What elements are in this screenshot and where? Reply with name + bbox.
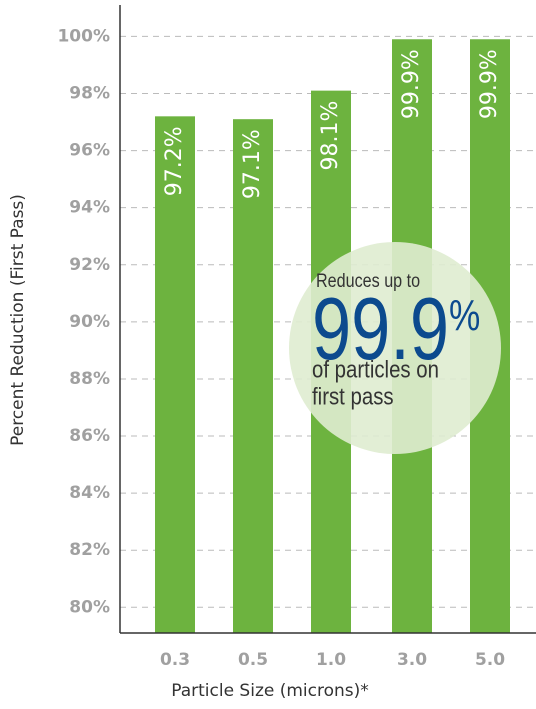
y-tick-label: 98% <box>69 83 110 103</box>
callout-intro: Reduces up to <box>316 270 420 292</box>
callout-line: of particles on <box>312 356 439 383</box>
y-tick-label: 80% <box>69 597 110 617</box>
x-tick-label: 0.3 <box>160 650 190 670</box>
x-tick-label: 3.0 <box>397 650 427 670</box>
value-label: 99.9% <box>477 49 502 119</box>
value-label: 97.1% <box>240 129 265 199</box>
value-label: 99.9% <box>399 49 424 119</box>
bar <box>155 116 195 633</box>
y-tick-label: 86% <box>69 426 110 446</box>
bar <box>233 119 273 633</box>
y-tick-label: 88% <box>69 369 110 389</box>
callout-value: 99.9 <box>312 280 449 378</box>
callout-circle <box>289 242 501 454</box>
value-label: 98.1% <box>318 101 343 171</box>
y-tick-label: 100% <box>57 26 110 46</box>
x-tick-label: 1.0 <box>316 650 346 670</box>
y-tick-label: 82% <box>69 540 110 560</box>
x-axis-title: Particle Size (microns)* <box>171 681 369 701</box>
y-tick-label: 92% <box>69 255 110 275</box>
y-tick-label: 90% <box>69 312 110 332</box>
x-tick-label: 5.0 <box>475 650 505 670</box>
y-tick-label: 96% <box>69 141 110 161</box>
callout-line: first pass <box>312 383 394 410</box>
value-label: 97.2% <box>162 126 187 196</box>
y-axis-title: Percent Reduction (First Pass) <box>8 194 28 446</box>
callout-highlight: 99.9% <box>312 280 480 378</box>
y-tick-label: 84% <box>69 483 110 503</box>
x-tick-label: 0.5 <box>238 650 268 670</box>
callout-unit: % <box>449 291 480 340</box>
y-tick-label: 94% <box>69 198 110 218</box>
